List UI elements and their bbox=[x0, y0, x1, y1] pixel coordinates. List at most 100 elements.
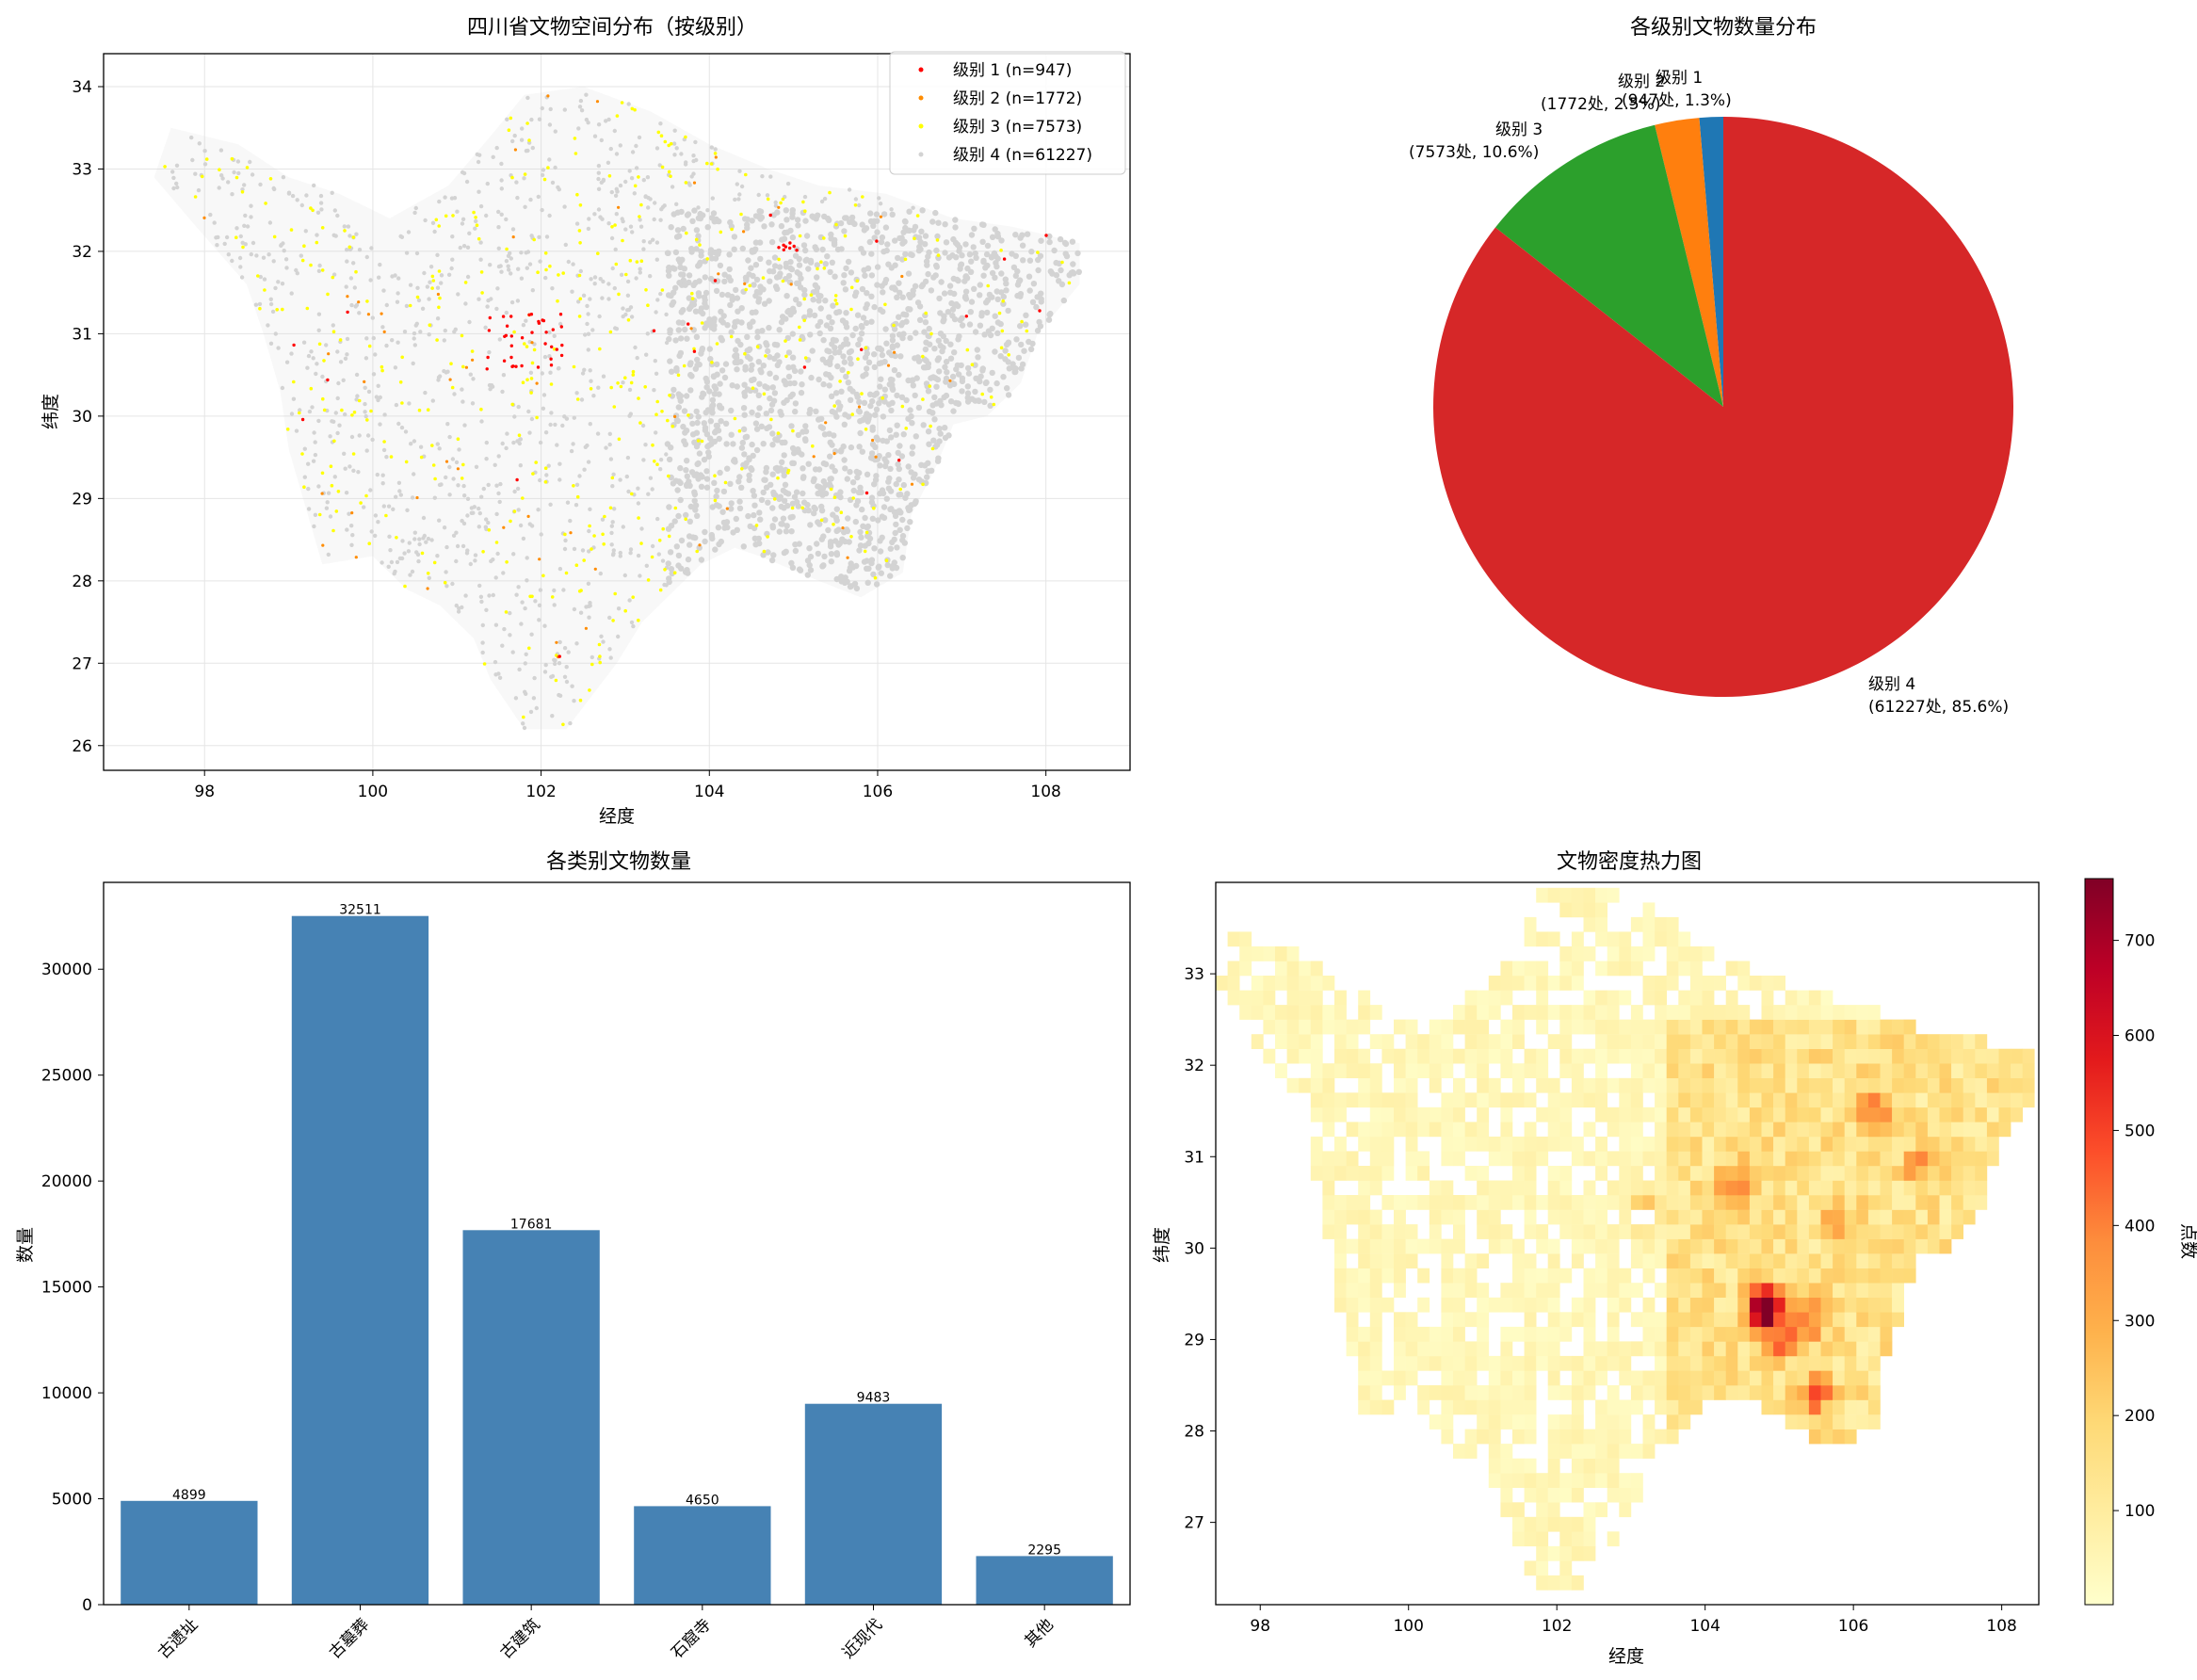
bar-ytick-label: 10000 bbox=[41, 1384, 92, 1403]
heatmap-cell bbox=[1714, 1077, 1726, 1093]
scatter-point-level4 bbox=[249, 203, 253, 208]
heatmap-cell bbox=[1322, 976, 1335, 991]
scatter-point-level4 bbox=[402, 551, 407, 556]
scatter-point-level4 bbox=[696, 361, 703, 368]
scatter-point-level3 bbox=[347, 245, 352, 250]
scatter-point-level4 bbox=[311, 459, 316, 463]
heatmap-cell bbox=[1725, 1122, 1738, 1138]
scatter-xlabel: 经度 bbox=[599, 806, 635, 827]
scatter-point-level4 bbox=[826, 382, 832, 389]
scatter-point-level4 bbox=[488, 387, 493, 392]
heatmap-cell bbox=[1785, 1151, 1798, 1167]
heatmap-cell bbox=[1749, 976, 1762, 991]
scatter-point-level1 bbox=[509, 355, 513, 360]
scatter-point-level4 bbox=[462, 493, 467, 498]
scatter-point-level2 bbox=[546, 94, 550, 98]
scatter-point-level3 bbox=[687, 413, 690, 417]
heatmap-cell bbox=[1761, 1253, 1774, 1268]
heatmap-cell bbox=[1833, 1370, 1845, 1386]
heatmap-cell bbox=[1607, 1005, 1620, 1020]
heatmap-cell bbox=[1689, 1092, 1703, 1108]
scatter-point-level4 bbox=[964, 390, 972, 396]
scatter-point-level4 bbox=[402, 330, 408, 334]
heatmap-cell bbox=[1417, 1238, 1430, 1254]
scatter-point-level4 bbox=[693, 408, 700, 415]
scatter-panel: 四川省文物空间分布（按级别） 98 100 102 104 106 10826272829… bbox=[40, 16, 1131, 827]
scatter-point-level4 bbox=[529, 416, 535, 422]
heatmap-cell bbox=[1453, 1444, 1465, 1459]
heatmap-cell bbox=[1808, 1180, 1821, 1196]
heatmap-cell bbox=[1689, 1399, 1703, 1415]
scatter-point-level4 bbox=[374, 395, 380, 399]
scatter-point-level4 bbox=[883, 459, 890, 465]
heatmap-cell bbox=[1702, 1209, 1715, 1225]
heatmap-cell bbox=[1833, 1297, 1845, 1313]
scatter-point-level4 bbox=[897, 353, 904, 360]
heatmap-cell bbox=[1477, 1326, 1490, 1342]
heatmap-cell bbox=[1299, 1005, 1312, 1020]
scatter-point-level4 bbox=[927, 341, 933, 347]
scatter-point-level4 bbox=[473, 553, 478, 557]
scatter-point-level4 bbox=[916, 243, 923, 250]
scatter-point-level1 bbox=[520, 336, 525, 340]
heatmap-cell bbox=[1524, 1516, 1537, 1532]
heatmap-cell bbox=[1547, 1268, 1560, 1284]
scatter-point-level4 bbox=[704, 443, 711, 450]
scatter-point-level4 bbox=[664, 452, 669, 457]
heatmap-cell bbox=[1880, 1166, 1893, 1181]
scatter-point-level4 bbox=[584, 92, 589, 97]
heatmap-cell bbox=[1464, 1195, 1478, 1210]
heatmap-cell bbox=[1939, 1166, 1952, 1181]
scatter-point-level2 bbox=[824, 421, 828, 425]
scatter-point-level3 bbox=[451, 214, 455, 218]
heatmap-cell bbox=[1334, 1019, 1347, 1035]
heatmap-cell bbox=[1441, 1019, 1454, 1035]
scatter-point-level3 bbox=[302, 485, 306, 489]
scatter-point-level4 bbox=[852, 325, 859, 332]
scatter-point-level4 bbox=[245, 224, 250, 229]
scatter-point-level4 bbox=[847, 187, 852, 192]
scatter-point-level3 bbox=[234, 175, 239, 180]
heatmap-cell bbox=[1500, 1224, 1513, 1239]
heatmap-cell bbox=[1998, 1077, 2011, 1093]
heatmap-cell bbox=[1833, 1312, 1845, 1328]
scatter-point-level4 bbox=[675, 552, 683, 559]
heatmap-cell bbox=[1655, 1370, 1667, 1386]
scatter-point-level3 bbox=[450, 385, 455, 390]
scatter-point-level3 bbox=[336, 490, 341, 493]
scatter-point-level4 bbox=[218, 148, 224, 153]
scatter-point-level4 bbox=[857, 202, 862, 208]
scatter-point-level4 bbox=[941, 394, 947, 401]
heatmap-cell bbox=[1785, 1238, 1798, 1254]
heatmap-cell bbox=[1559, 1005, 1573, 1020]
heatmap-cell bbox=[1856, 1092, 1869, 1108]
scatter-point-level4 bbox=[979, 365, 987, 372]
heatmap-cell bbox=[1642, 1048, 1656, 1064]
scatter-point-level2 bbox=[742, 230, 746, 234]
heatmap-cell bbox=[1737, 1063, 1751, 1078]
heatmap-cell bbox=[1655, 1107, 1667, 1123]
scatter-point-level4 bbox=[417, 541, 422, 547]
scatter-point-level4 bbox=[842, 412, 848, 418]
scatter-point-level3 bbox=[258, 306, 262, 311]
heatmap-cell bbox=[1619, 1151, 1632, 1167]
heatmap-cell bbox=[1903, 1151, 1916, 1167]
scatter-point-level4 bbox=[392, 571, 396, 576]
scatter-point-level4 bbox=[694, 512, 701, 519]
scatter-point-level3 bbox=[737, 428, 742, 433]
scatter-point-level4 bbox=[507, 267, 511, 272]
scatter-point-level4 bbox=[276, 280, 281, 284]
heatmap-cell bbox=[1725, 1253, 1738, 1268]
scatter-point-level4 bbox=[763, 411, 769, 417]
scatter-point-level4 bbox=[607, 431, 612, 436]
heatmap-cell bbox=[1619, 1283, 1632, 1298]
scatter-point-level4 bbox=[862, 415, 868, 423]
heatmap-cell bbox=[1595, 1224, 1607, 1239]
heatmap-cell bbox=[1358, 1195, 1371, 1210]
scatter-point-level3 bbox=[389, 455, 394, 459]
heatmap-cell bbox=[1761, 1209, 1774, 1225]
scatter-point-level3 bbox=[646, 578, 651, 582]
scatter-point-level2 bbox=[698, 543, 702, 547]
scatter-point-level4 bbox=[874, 436, 881, 443]
scatter-point-level4 bbox=[306, 353, 312, 359]
